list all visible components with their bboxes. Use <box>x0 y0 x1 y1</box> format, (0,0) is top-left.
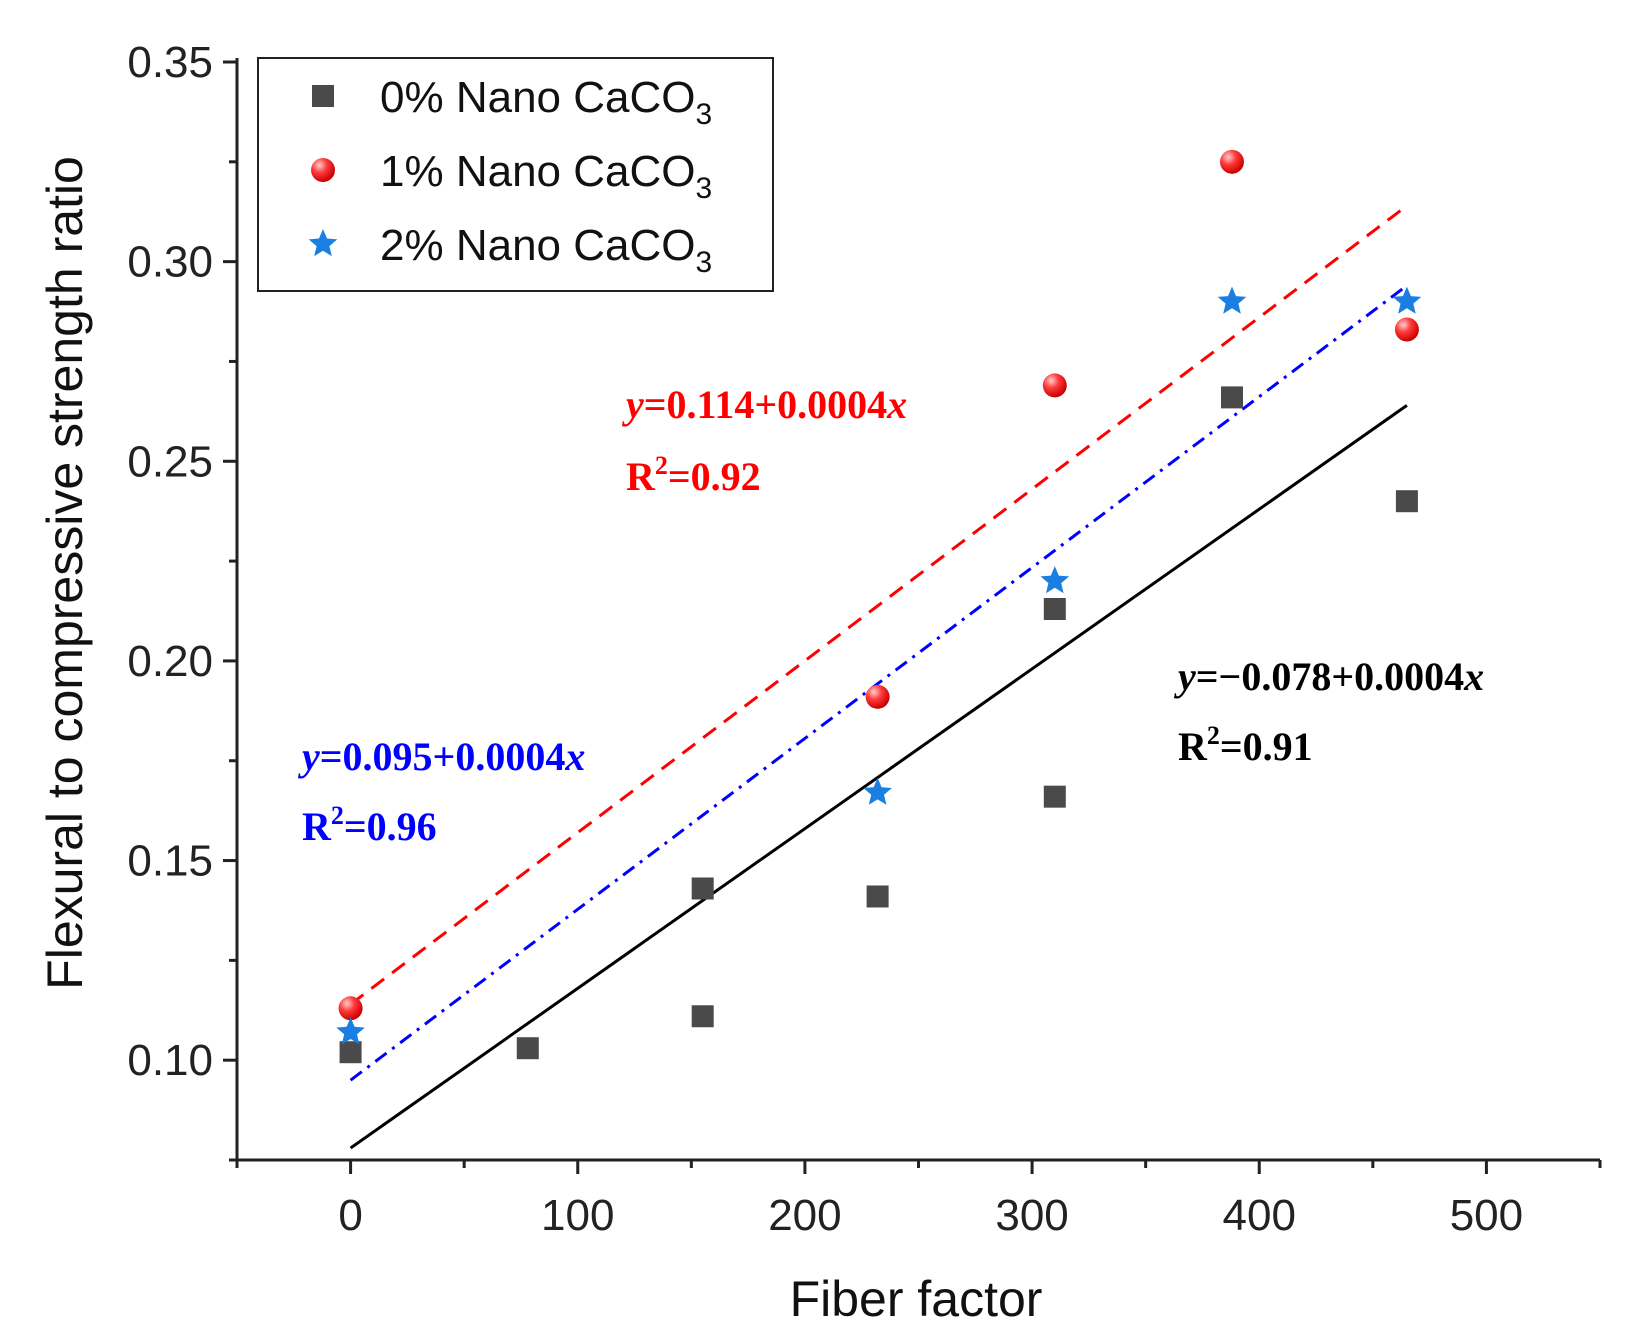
legend-marker <box>312 85 334 107</box>
star-point <box>336 1017 365 1045</box>
eq-x: x <box>564 734 585 779</box>
square-point <box>1395 490 1418 513</box>
fit-line <box>349 204 1408 1006</box>
y-tick-label: 0.15 <box>127 837 213 886</box>
fit-equation: y=0.114+0.0004x <box>622 382 907 427</box>
square-point <box>1220 386 1243 409</box>
axes: 0 100 200 300 400 500 0.10 0.15 0.20 0.25 0.30 0.35 <box>127 38 1602 1240</box>
x-tick-label: 0 <box>338 1191 362 1240</box>
legend-label: 0% Nano CaCO3 <box>380 73 712 131</box>
square-point <box>691 1005 714 1028</box>
eq-x: x <box>1463 654 1484 699</box>
circle-point <box>865 684 890 709</box>
x-tick-label: 300 <box>995 1191 1068 1240</box>
x-axis-title: Fiber factor <box>790 1271 1043 1327</box>
r2-prefix: R <box>302 804 332 849</box>
fit-equations: y=−0.078+0.0004xR2=0.91y=0.114+0.0004xR2… <box>298 382 1484 849</box>
r2-sup: 2 <box>655 451 668 480</box>
square-point <box>1043 598 1066 621</box>
star-point <box>1392 286 1422 314</box>
legend-subscript: 3 <box>695 98 712 131</box>
r2-prefix: R <box>1178 724 1208 769</box>
square-point <box>691 877 714 900</box>
star-point <box>1040 566 1070 594</box>
eq-body: =0.095+0.0004 <box>320 734 566 779</box>
eq-y: y <box>1174 654 1196 699</box>
r2-value: =0.96 <box>344 804 437 849</box>
fit-r2: R2=0.91 <box>1178 721 1313 769</box>
legend-label: 1% Nano CaCO3 <box>380 147 712 205</box>
legend-name: 1% Nano CaCO <box>380 147 695 196</box>
y-tick-label: 0.35 <box>127 38 213 87</box>
r2-value: =0.92 <box>668 454 761 499</box>
x-tick-label: 400 <box>1223 1191 1296 1240</box>
legend-subscript: 3 <box>695 246 712 279</box>
x-tick-label: 100 <box>541 1191 614 1240</box>
fit-equation: y=0.095+0.0004x <box>298 734 585 779</box>
legend-label: 2% Nano CaCO3 <box>380 221 712 279</box>
eq-body: =−0.078+0.0004 <box>1196 654 1464 699</box>
fit-r2: R2=0.92 <box>626 451 761 499</box>
x-tick-label: 200 <box>768 1191 841 1240</box>
y-tick-label: 0.30 <box>127 238 213 287</box>
legend-name: 0% Nano CaCO <box>380 73 695 122</box>
square-point <box>1043 785 1066 808</box>
eq-body: =0.114+0.0004 <box>644 382 887 427</box>
eq-y: y <box>298 734 320 779</box>
eq-y: y <box>622 382 644 427</box>
square-point <box>866 885 889 908</box>
circle-point <box>1394 317 1419 342</box>
r2-sup: 2 <box>1207 721 1220 750</box>
circle-point <box>1042 373 1067 398</box>
eq-x: x <box>886 382 907 427</box>
circle-point <box>1219 149 1244 174</box>
legend-subscript: 3 <box>695 172 712 205</box>
y-tick-label: 0.10 <box>127 1036 213 1085</box>
fit-r2: R2=0.96 <box>302 801 437 849</box>
legend-marker <box>308 229 338 257</box>
legend-name: 2% Nano CaCO <box>380 221 695 270</box>
fit-line <box>349 404 1408 1150</box>
r2-sup: 2 <box>331 801 344 830</box>
fit-equation: y=−0.078+0.0004x <box>1174 654 1484 699</box>
legend-marker <box>311 158 335 182</box>
x-tick-label: 500 <box>1450 1191 1523 1240</box>
star-point <box>863 777 892 805</box>
fit-lines <box>349 204 1408 1150</box>
y-axis-title: Flexural to compressive strength ratio <box>37 156 93 990</box>
square-point <box>339 1041 362 1064</box>
legend-box <box>257 57 774 292</box>
data-points <box>336 149 1422 1064</box>
r2-value: =0.91 <box>1220 724 1313 769</box>
r2-prefix: R <box>626 454 656 499</box>
circle-point <box>338 996 363 1021</box>
y-tick-label: 0.20 <box>127 637 213 686</box>
y-tick-label: 0.25 <box>127 437 213 486</box>
fit-line <box>349 284 1408 1082</box>
square-point <box>516 1037 539 1060</box>
star-point <box>1217 286 1247 314</box>
